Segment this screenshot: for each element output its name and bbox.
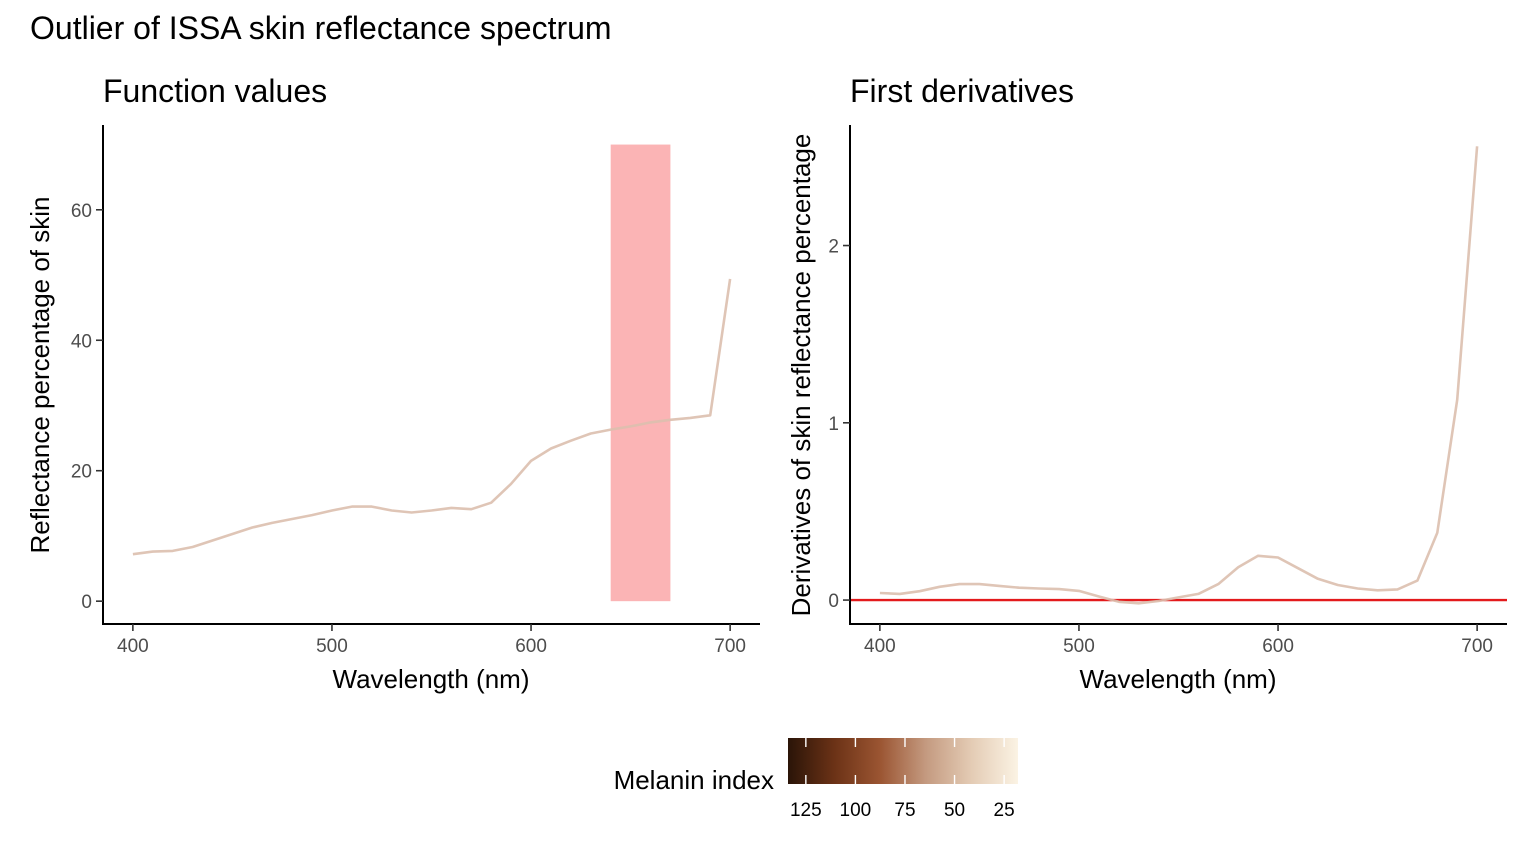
- data-point: [490, 501, 492, 503]
- panel-title-first-derivatives: First derivatives: [850, 73, 1074, 109]
- outlier-highlight-band: [610, 144, 671, 602]
- data-point: [1078, 590, 1080, 592]
- x-axis-title-first-derivatives: Wavelength (nm): [1080, 664, 1277, 694]
- data-point: [1177, 596, 1179, 598]
- data-point: [1058, 588, 1060, 590]
- y-tick-label: 2: [828, 237, 839, 258]
- y-tick-label: 60: [71, 201, 92, 222]
- data-point: [530, 460, 532, 462]
- data-point: [410, 511, 412, 513]
- data-point: [1456, 399, 1458, 401]
- panel-title-function-values: Function values: [103, 73, 327, 109]
- data-point: [251, 526, 253, 528]
- data-point: [1476, 145, 1478, 147]
- data-point: [1217, 583, 1219, 585]
- data-point: [1137, 602, 1139, 604]
- data-point: [1118, 601, 1120, 603]
- data-point: [211, 539, 213, 541]
- y-tick-label: 0: [81, 592, 92, 613]
- x-tick-label: 600: [1262, 636, 1294, 657]
- data-point: [1337, 584, 1339, 586]
- data-point: [1197, 593, 1199, 595]
- data-point: [590, 432, 592, 434]
- y-tick-label: 40: [71, 331, 92, 352]
- data-point: [271, 522, 273, 524]
- y-tick-label: 0: [828, 591, 839, 612]
- data-point: [649, 421, 651, 423]
- data-point: [470, 508, 472, 510]
- x-axis-title-function-values: Wavelength (nm): [333, 664, 530, 694]
- x-tick-label: 500: [1063, 636, 1095, 657]
- data-point: [1416, 579, 1418, 581]
- first-derivatives-panel: First derivatives Wavelength (nm) Deriva…: [786, 73, 1507, 694]
- data-point: [351, 505, 353, 507]
- data-point: [311, 514, 313, 516]
- series-line-derivative: [879, 146, 1479, 605]
- data-point: [1237, 566, 1239, 568]
- legend-tick-label: 125: [790, 800, 822, 821]
- data-point: [669, 419, 671, 421]
- data-point: [609, 428, 611, 430]
- data-point: [171, 550, 173, 552]
- data-point: [152, 550, 154, 552]
- data-point: [879, 592, 881, 594]
- data-point: [550, 447, 552, 449]
- data-point: [729, 278, 731, 280]
- data-point: [371, 505, 373, 507]
- data-point: [1157, 600, 1159, 602]
- x-tick-label: 500: [316, 636, 348, 657]
- legend-title: Melanin index: [614, 765, 774, 795]
- data-point: [899, 593, 901, 595]
- figure-title: Outlier of ISSA skin reflectance spectru…: [30, 10, 612, 46]
- data-point: [958, 583, 960, 585]
- y-tick-label: 1: [828, 414, 839, 435]
- data-point: [938, 586, 940, 588]
- y-tick-label: 20: [71, 462, 92, 483]
- data-point: [1356, 587, 1358, 589]
- legend-colorbar: [788, 738, 1018, 784]
- melanin-index-legend: Melanin index 125 100 75 50 25: [614, 738, 1018, 821]
- x-tick-label: 700: [1461, 636, 1493, 657]
- data-point: [1257, 555, 1259, 557]
- data-point: [709, 414, 711, 416]
- data-point: [1317, 578, 1319, 580]
- data-point: [1376, 589, 1378, 591]
- data-point: [430, 509, 432, 511]
- data-point: [629, 425, 631, 427]
- y-axis-title-function-values: Reflectance percentage of skin: [25, 197, 55, 554]
- x-tick-label: 600: [515, 636, 547, 657]
- data-point: [132, 553, 134, 555]
- data-point: [450, 507, 452, 509]
- series-line-reflectance: [132, 278, 732, 556]
- x-tick-label: 700: [714, 636, 746, 657]
- legend-tick-label: 25: [994, 800, 1015, 821]
- data-point: [570, 440, 572, 442]
- data-point: [291, 518, 293, 520]
- data-point: [918, 590, 920, 592]
- data-point: [331, 509, 333, 511]
- data-point: [689, 417, 691, 419]
- data-point: [1018, 586, 1020, 588]
- data-point: [510, 483, 512, 485]
- data-point: [231, 533, 233, 535]
- data-point: [1277, 556, 1279, 558]
- data-point: [978, 583, 980, 585]
- data-point: [1297, 567, 1299, 569]
- data-point: [1038, 587, 1040, 589]
- legend-tick-label: 100: [840, 800, 872, 821]
- data-point: [1436, 532, 1438, 534]
- y-axis-title-first-derivatives: Derivatives of skin reflectance percenta…: [786, 134, 816, 617]
- data-point: [1396, 588, 1398, 590]
- x-tick-label: 400: [864, 636, 896, 657]
- legend-tick-label: 75: [894, 800, 915, 821]
- x-tick-label: 400: [117, 636, 149, 657]
- data-point: [390, 509, 392, 511]
- data-point: [1098, 595, 1100, 597]
- data-point: [191, 546, 193, 548]
- data-point: [998, 585, 1000, 587]
- legend-tick-label: 50: [944, 800, 965, 821]
- function-values-panel: Function values Wavelength (nm) Reflecta…: [25, 73, 760, 694]
